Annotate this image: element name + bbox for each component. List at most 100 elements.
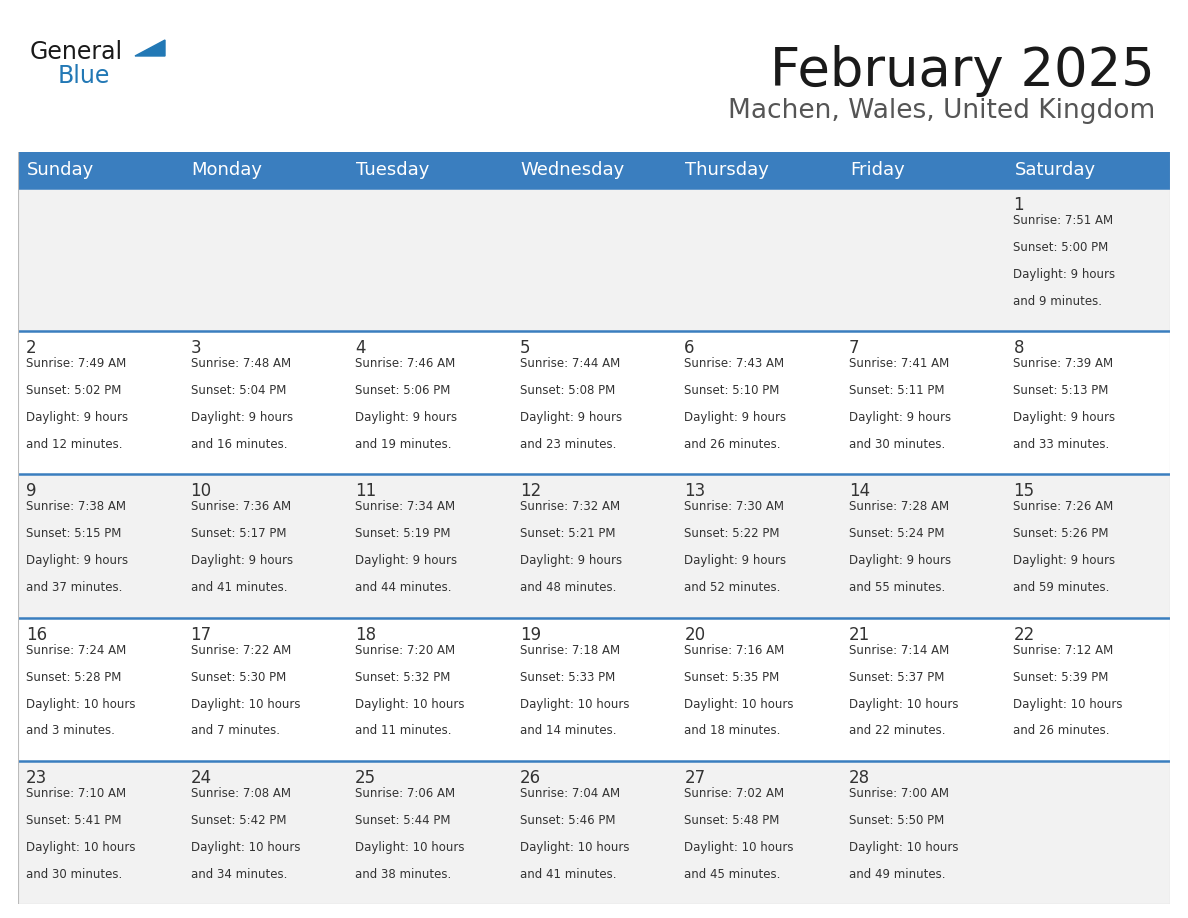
- Text: General: General: [30, 40, 124, 64]
- Text: Machen, Wales, United Kingdom: Machen, Wales, United Kingdom: [728, 98, 1155, 124]
- Text: and 41 minutes.: and 41 minutes.: [190, 581, 287, 594]
- FancyBboxPatch shape: [512, 188, 676, 331]
- Text: Sunset: 5:41 PM: Sunset: 5:41 PM: [26, 813, 121, 827]
- Text: Sunrise: 7:20 AM: Sunrise: 7:20 AM: [355, 644, 455, 656]
- FancyBboxPatch shape: [1005, 188, 1170, 331]
- FancyBboxPatch shape: [183, 618, 347, 761]
- Text: Sunrise: 7:48 AM: Sunrise: 7:48 AM: [190, 357, 291, 370]
- Text: Sunrise: 7:14 AM: Sunrise: 7:14 AM: [849, 644, 949, 656]
- Text: and 19 minutes.: and 19 minutes.: [355, 438, 451, 451]
- Text: Sunrise: 7:32 AM: Sunrise: 7:32 AM: [519, 500, 620, 513]
- FancyBboxPatch shape: [1005, 475, 1170, 618]
- Text: 20: 20: [684, 625, 706, 644]
- Text: Daylight: 9 hours: Daylight: 9 hours: [849, 554, 950, 567]
- Text: and 55 minutes.: and 55 minutes.: [849, 581, 946, 594]
- Text: Sunrise: 7:16 AM: Sunrise: 7:16 AM: [684, 644, 784, 656]
- FancyBboxPatch shape: [676, 152, 841, 188]
- Text: 9: 9: [26, 482, 37, 500]
- FancyBboxPatch shape: [1005, 618, 1170, 761]
- FancyBboxPatch shape: [347, 188, 512, 331]
- Text: Sunrise: 7:49 AM: Sunrise: 7:49 AM: [26, 357, 126, 370]
- FancyBboxPatch shape: [841, 618, 1005, 761]
- Text: Sunset: 5:02 PM: Sunset: 5:02 PM: [26, 384, 121, 397]
- Text: Sunrise: 7:39 AM: Sunrise: 7:39 AM: [1013, 357, 1113, 370]
- Text: Saturday: Saturday: [1015, 161, 1095, 179]
- Text: Sunrise: 7:44 AM: Sunrise: 7:44 AM: [519, 357, 620, 370]
- Text: Friday: Friday: [849, 161, 904, 179]
- Text: 4: 4: [355, 339, 366, 357]
- Text: Daylight: 10 hours: Daylight: 10 hours: [190, 698, 301, 711]
- Text: Sunset: 5:10 PM: Sunset: 5:10 PM: [684, 384, 779, 397]
- Text: Daylight: 10 hours: Daylight: 10 hours: [519, 698, 630, 711]
- FancyBboxPatch shape: [18, 188, 183, 331]
- Text: and 7 minutes.: and 7 minutes.: [190, 724, 279, 737]
- Text: Sunset: 5:42 PM: Sunset: 5:42 PM: [190, 813, 286, 827]
- Text: and 52 minutes.: and 52 minutes.: [684, 581, 781, 594]
- Text: Daylight: 9 hours: Daylight: 9 hours: [519, 554, 621, 567]
- Text: 2: 2: [26, 339, 37, 357]
- FancyBboxPatch shape: [1005, 331, 1170, 475]
- Text: Sunrise: 7:30 AM: Sunrise: 7:30 AM: [684, 500, 784, 513]
- Text: and 3 minutes.: and 3 minutes.: [26, 724, 115, 737]
- FancyBboxPatch shape: [676, 475, 841, 618]
- Text: 14: 14: [849, 482, 870, 500]
- Text: Sunrise: 7:08 AM: Sunrise: 7:08 AM: [190, 787, 291, 800]
- Text: 16: 16: [26, 625, 48, 644]
- Text: Sunset: 5:11 PM: Sunset: 5:11 PM: [849, 384, 944, 397]
- FancyBboxPatch shape: [512, 618, 676, 761]
- FancyBboxPatch shape: [347, 761, 512, 904]
- FancyBboxPatch shape: [841, 152, 1005, 188]
- FancyBboxPatch shape: [841, 188, 1005, 331]
- FancyBboxPatch shape: [18, 152, 183, 188]
- Text: Sunset: 5:21 PM: Sunset: 5:21 PM: [519, 527, 615, 541]
- FancyBboxPatch shape: [1005, 152, 1170, 188]
- Text: Sunset: 5:50 PM: Sunset: 5:50 PM: [849, 813, 944, 827]
- Text: Sunrise: 7:02 AM: Sunrise: 7:02 AM: [684, 787, 784, 800]
- Text: Sunset: 5:35 PM: Sunset: 5:35 PM: [684, 670, 779, 684]
- Text: Wednesday: Wednesday: [520, 161, 625, 179]
- Text: Sunset: 5:26 PM: Sunset: 5:26 PM: [1013, 527, 1108, 541]
- Text: and 49 minutes.: and 49 minutes.: [849, 868, 946, 880]
- FancyBboxPatch shape: [676, 761, 841, 904]
- Text: 27: 27: [684, 768, 706, 787]
- FancyBboxPatch shape: [512, 331, 676, 475]
- Text: and 30 minutes.: and 30 minutes.: [849, 438, 946, 451]
- Text: Sunset: 5:15 PM: Sunset: 5:15 PM: [26, 527, 121, 541]
- Text: and 26 minutes.: and 26 minutes.: [684, 438, 781, 451]
- Text: Daylight: 10 hours: Daylight: 10 hours: [190, 841, 301, 854]
- Text: and 23 minutes.: and 23 minutes.: [519, 438, 617, 451]
- Text: February 2025: February 2025: [770, 45, 1155, 97]
- FancyBboxPatch shape: [512, 761, 676, 904]
- Text: Daylight: 9 hours: Daylight: 9 hours: [190, 411, 292, 424]
- FancyBboxPatch shape: [347, 475, 512, 618]
- Text: Sunset: 5:04 PM: Sunset: 5:04 PM: [190, 384, 286, 397]
- Text: and 16 minutes.: and 16 minutes.: [190, 438, 287, 451]
- Text: and 14 minutes.: and 14 minutes.: [519, 724, 617, 737]
- Text: Sunset: 5:48 PM: Sunset: 5:48 PM: [684, 813, 779, 827]
- Text: and 26 minutes.: and 26 minutes.: [1013, 724, 1110, 737]
- Text: Sunrise: 7:28 AM: Sunrise: 7:28 AM: [849, 500, 949, 513]
- Text: Sunrise: 7:04 AM: Sunrise: 7:04 AM: [519, 787, 620, 800]
- Text: Daylight: 9 hours: Daylight: 9 hours: [684, 411, 786, 424]
- Text: Thursday: Thursday: [685, 161, 769, 179]
- FancyBboxPatch shape: [512, 152, 676, 188]
- Text: Blue: Blue: [58, 64, 110, 88]
- Text: 10: 10: [190, 482, 211, 500]
- Text: Sunset: 5:08 PM: Sunset: 5:08 PM: [519, 384, 615, 397]
- FancyBboxPatch shape: [347, 152, 512, 188]
- Text: Daylight: 9 hours: Daylight: 9 hours: [190, 554, 292, 567]
- Text: 12: 12: [519, 482, 541, 500]
- Text: Sunset: 5:17 PM: Sunset: 5:17 PM: [190, 527, 286, 541]
- Text: Daylight: 9 hours: Daylight: 9 hours: [849, 411, 950, 424]
- Text: and 33 minutes.: and 33 minutes.: [1013, 438, 1110, 451]
- FancyBboxPatch shape: [183, 152, 347, 188]
- Text: Sunset: 5:32 PM: Sunset: 5:32 PM: [355, 670, 450, 684]
- FancyBboxPatch shape: [676, 188, 841, 331]
- FancyBboxPatch shape: [512, 475, 676, 618]
- FancyBboxPatch shape: [676, 618, 841, 761]
- Text: 23: 23: [26, 768, 48, 787]
- Text: Sunrise: 7:43 AM: Sunrise: 7:43 AM: [684, 357, 784, 370]
- Text: Daylight: 9 hours: Daylight: 9 hours: [355, 554, 457, 567]
- Text: 18: 18: [355, 625, 377, 644]
- Text: 3: 3: [190, 339, 201, 357]
